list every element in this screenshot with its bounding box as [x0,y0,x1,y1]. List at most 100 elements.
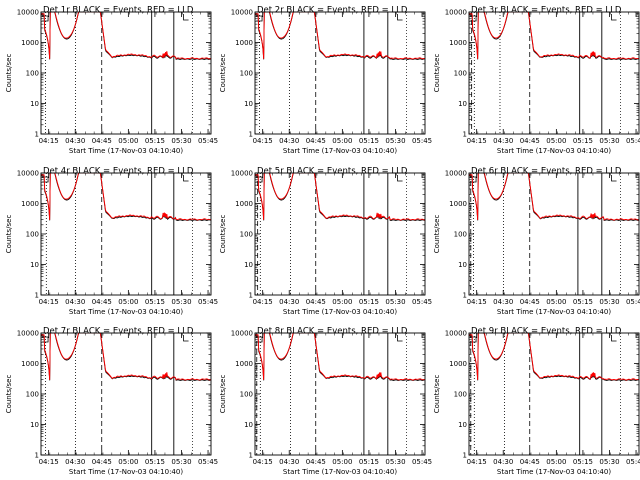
y-tick-label: 1000 [449,200,467,208]
panel-title: Det 5r BLACK = Events, RED = LLD [257,167,408,177]
x-tick-label: 04:45 [92,137,112,145]
y-tick-label: 10 [244,100,253,108]
panel-title: Det 3r BLACK = Events, RED = LLD [471,6,622,16]
events-curve [255,173,425,221]
y-tick-label: 100 [240,70,253,78]
x-tick-label: 05:45 [412,137,432,145]
y-tick-label: 1 [249,131,253,139]
bracket-marker [183,175,189,182]
y-tick-label: 1000 [235,360,253,368]
panel-title: Det 8r BLACK = Events, RED = LLD [257,327,408,337]
y-tick-label: 1 [249,292,253,300]
x-tick-label: 04:30 [65,137,85,145]
x-tick-label: 04:15 [467,137,487,145]
y-tick-label: 10000 [17,170,39,178]
panel-title: Det 2r BLACK = Events, RED = LLD [257,6,408,16]
y-axis-label: Counts/sec [5,215,13,254]
detector-panel: Det 4r BLACK = Events, RED = LLD Counts/s… [5,167,218,317]
x-tick-label: 05:30 [385,298,405,306]
y-axis-label: Counts/sec [219,54,227,93]
panel-title: Det 7r BLACK = Events, RED = LLD [43,327,194,337]
y-tick-label: 10 [458,100,467,108]
bracket-marker [42,336,49,343]
x-tick-label: 04:30 [65,298,85,306]
x-tick-label: 05:00 [332,458,352,466]
x-tick-label: 05:15 [573,137,593,145]
y-tick-label: 100 [240,231,253,239]
x-tick-label: 04:45 [92,298,112,306]
events-curve [41,12,211,60]
x-tick-label: 04:15 [39,137,59,145]
y-tick-label: 100 [240,391,253,399]
y-tick-label: 1 [35,131,39,139]
events-curve [255,12,425,60]
y-tick-label: 1 [463,452,467,460]
x-tick-label: 05:30 [171,458,191,466]
x-tick-label: 04:30 [279,298,299,306]
detector-panel: Det 5r BLACK = Events, RED = LLD Counts/s… [219,167,432,317]
detector-panel: Det 1r BLACK = Events, RED = LLD Counts/s… [5,6,218,156]
x-tick-label: 05:30 [171,298,191,306]
y-tick-label: 1 [463,131,467,139]
y-tick-label: 10000 [445,330,467,338]
detector-panel: Det 8r BLACK = Events, RED = LLD Counts/s… [219,327,432,477]
x-tick-label: 05:45 [198,298,218,306]
detector-panel: Det 3r BLACK = Events, RED = LLD Counts/s… [433,6,640,156]
y-tick-label: 1 [35,452,39,460]
y-axis-label: Counts/sec [433,54,441,93]
events-curve [469,12,639,60]
x-tick-label: 04:30 [493,298,513,306]
bracket-marker [256,336,263,343]
y-tick-label: 1000 [449,39,467,47]
y-tick-label: 10000 [445,9,467,17]
detector-panel: Det 6r BLACK = Events, RED = LLD Counts/s… [433,167,640,317]
plot-frame [40,11,212,135]
panel-title: Det 6r BLACK = Events, RED = LLD [471,167,622,177]
y-tick-label: 10000 [231,9,253,17]
x-tick-label: 04:15 [39,458,59,466]
plot-frame [40,172,212,296]
x-tick-label: 05:15 [573,298,593,306]
x-tick-label: 05:45 [626,137,640,145]
y-tick-label: 1000 [21,39,39,47]
y-tick-label: 100 [26,70,39,78]
x-tick-label: 04:45 [92,458,112,466]
x-tick-label: 05:00 [118,137,138,145]
y-tick-label: 10 [30,100,39,108]
x-tick-label: 04:45 [520,298,540,306]
x-tick-label: 05:15 [145,458,165,466]
x-tick-label: 05:45 [412,298,432,306]
x-axis-label: Start Time (17-Nov-03 04:10:40) [497,147,611,155]
x-tick-label: 05:45 [626,458,640,466]
bracket-marker [256,15,263,22]
y-tick-label: 100 [454,70,467,78]
y-tick-label: 10000 [445,170,467,178]
x-tick-label: 05:45 [198,458,218,466]
x-tick-label: 04:15 [39,298,59,306]
panel-title: Det 4r BLACK = Events, RED = LLD [43,167,194,177]
bracket-marker [470,176,477,183]
y-axis-label: Counts/sec [219,215,227,254]
y-axis-label: Counts/sec [5,375,13,414]
lld-curve [41,333,211,381]
bracket-marker [470,336,477,343]
x-tick-label: 04:30 [279,137,299,145]
bracket-marker [183,335,189,342]
x-tick-label: 04:15 [253,458,273,466]
y-tick-label: 1000 [21,200,39,208]
bracket-marker [611,14,617,21]
x-tick-label: 04:45 [520,137,540,145]
lld-curve [255,173,425,221]
x-tick-label: 05:00 [118,298,138,306]
y-tick-label: 1000 [449,360,467,368]
y-tick-label: 10000 [231,170,253,178]
y-tick-label: 10 [244,421,253,429]
x-tick-label: 05:15 [359,458,379,466]
x-tick-label: 05:00 [546,458,566,466]
bracket-marker [42,15,49,22]
bracket-marker [397,14,403,21]
y-tick-label: 10 [30,261,39,269]
lld-curve [469,173,639,221]
x-tick-label: 04:30 [493,458,513,466]
